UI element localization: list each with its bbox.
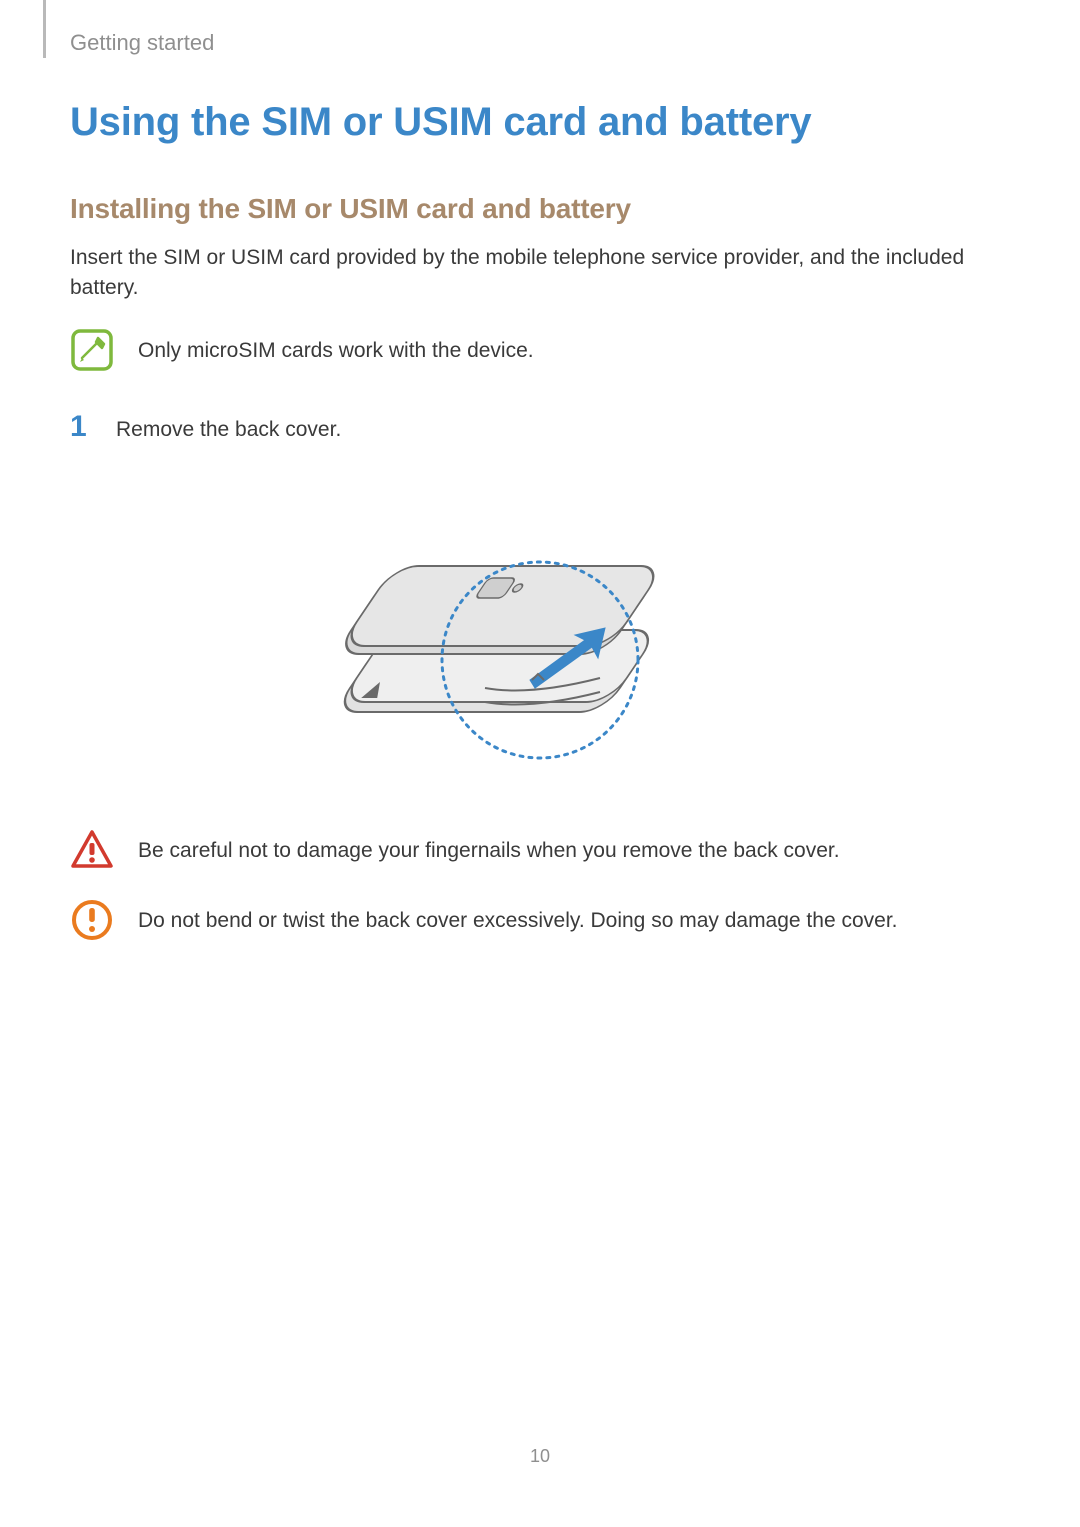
caution-text: Do not bend or twist the back cover exce… [138, 898, 898, 935]
caution-icon [70, 898, 114, 942]
step-1: 1 Remove the back cover. [70, 410, 1010, 444]
header-side-rule [43, 0, 46, 58]
note-icon [70, 328, 114, 372]
page-title: Using the SIM or USIM card and battery [70, 100, 1010, 145]
warning-text: Be careful not to damage your fingernail… [138, 828, 840, 865]
section-intro: Insert the SIM or USIM card provided by … [70, 243, 1010, 304]
breadcrumb: Getting started [70, 30, 214, 56]
note-callout: Only microSIM cards work with the device… [70, 328, 1010, 372]
caution-callout: Do not bend or twist the back cover exce… [70, 898, 1010, 942]
page-number: 10 [0, 1446, 1080, 1467]
warning-callout: Be careful not to damage your fingernail… [70, 828, 1010, 872]
note-text: Only microSIM cards work with the device… [138, 328, 534, 365]
step-text: Remove the back cover. [116, 418, 341, 442]
step-number: 1 [70, 410, 92, 444]
section-heading: Installing the SIM or USIM card and batt… [70, 193, 1010, 225]
back-cover-figure [70, 470, 1010, 780]
page-content: Using the SIM or USIM card and battery I… [70, 100, 1010, 968]
warning-icon [70, 828, 114, 872]
